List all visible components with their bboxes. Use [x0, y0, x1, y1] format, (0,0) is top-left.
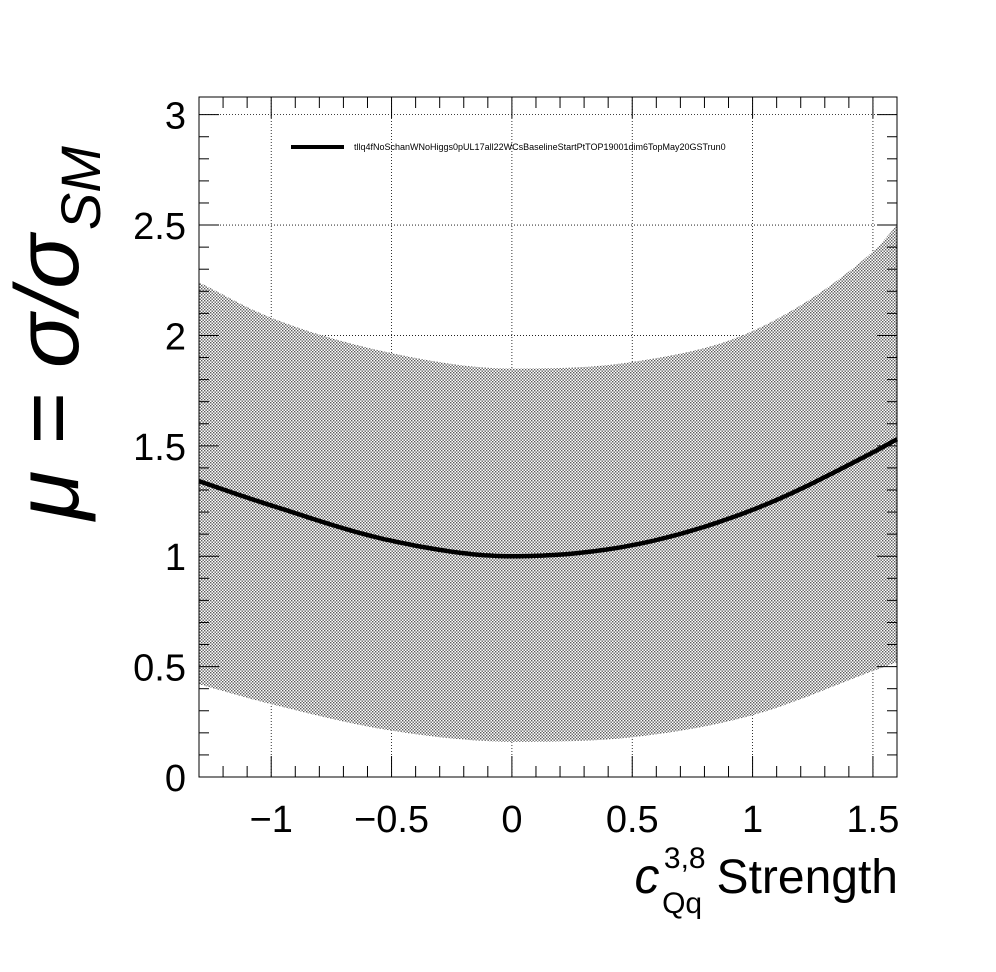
y-axis-title: μ = σ/σ SM	[0, 146, 112, 522]
x-tick-label: 0	[501, 799, 522, 841]
y-axis-title-main: μ = σ/σ	[0, 231, 98, 522]
x-tick-labels: −1 −0.5 0 0.5 1 1.5	[250, 799, 900, 841]
legend: tllq4fNoSchanWNoHiggs0pUL17all22WCsBasel…	[291, 142, 726, 152]
plot-frame	[198, 96, 898, 778]
x-axis-title-subscript: Qq	[662, 887, 702, 920]
x-tick-label: −1	[250, 799, 293, 841]
x-tick-label: −0.5	[354, 799, 429, 841]
y-tick-label: 3	[165, 96, 186, 138]
x-tick-label: 0.5	[606, 799, 659, 841]
series-line	[198, 437, 899, 559]
x-axis-title-suffix: Strength	[717, 851, 898, 904]
y-tick-labels: 0 0.5 1 1.5 2 2.5 3	[133, 96, 186, 800]
x-axis-title-superscript: 3,8	[664, 842, 706, 875]
uncertainty-band	[199, 225, 897, 742]
axis-ticks	[198, 97, 898, 778]
y-tick-label: 1.5	[133, 427, 186, 469]
x-axis-title: c 3,8 Qq Strength	[634, 842, 898, 920]
y-tick-label: 1	[165, 537, 186, 579]
y-tick-label: 2	[165, 316, 186, 358]
y-tick-label: 0	[165, 758, 186, 800]
x-tick-label: 1	[742, 799, 763, 841]
x-tick-label: 1.5	[847, 799, 900, 841]
x-axis-title-base: c	[634, 848, 659, 904]
legend-label: tllq4fNoSchanWNoHiggs0pUL17all22WCsBasel…	[354, 142, 726, 152]
y-tick-label: 0.5	[133, 648, 186, 690]
y-axis-title-subscript: SM	[49, 146, 112, 230]
y-tick-label: 2.5	[133, 206, 186, 248]
